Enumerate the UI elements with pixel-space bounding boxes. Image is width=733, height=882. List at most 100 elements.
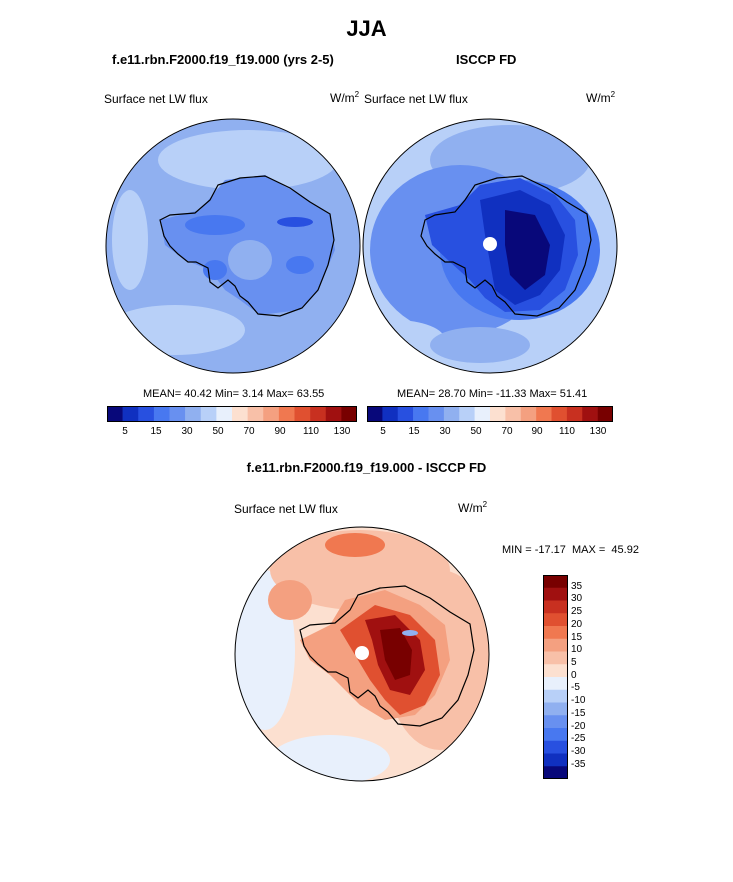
colorbar-swatch xyxy=(543,740,568,754)
diff-cb-tick: 15 xyxy=(571,632,583,643)
colorbar-swatch xyxy=(367,406,383,422)
colorbar-outline xyxy=(543,575,568,779)
right-cb-tick: 70 xyxy=(501,426,513,437)
right-cb-tick: 90 xyxy=(531,426,543,437)
colorbar-swatch xyxy=(382,406,399,422)
colorbar-swatch xyxy=(278,406,295,422)
colorbar-swatch xyxy=(543,575,568,589)
colorbar-swatch xyxy=(543,689,568,703)
diff-cb-tick: 10 xyxy=(571,644,583,655)
colorbar-swatch xyxy=(543,664,568,678)
model-map-border xyxy=(105,118,361,374)
difference-colorbar xyxy=(543,575,568,779)
diff-cb-tick: 35 xyxy=(571,581,583,592)
left-cb-tick: 15 xyxy=(150,426,162,437)
colorbar-swatch xyxy=(474,406,491,422)
colorbar-swatch xyxy=(543,766,568,779)
colorbar-outline xyxy=(107,406,357,422)
difference-variable-label: Surface net LW flux xyxy=(234,502,338,516)
observation-map-border xyxy=(362,118,618,374)
right-stats: MEAN= 28.70 Min= -11.33 Max= 51.41 xyxy=(397,388,588,400)
colorbar-swatch xyxy=(413,406,429,422)
right-cb-tick: 110 xyxy=(559,426,575,437)
colorbar-swatch xyxy=(107,406,123,422)
right-colorbar xyxy=(367,406,613,422)
colorbar-swatch xyxy=(459,406,475,422)
diff-cb-tick: -35 xyxy=(571,759,586,770)
pole-mask-difference xyxy=(355,646,369,660)
colorbar-swatch xyxy=(185,406,202,422)
diff-cb-tick: -25 xyxy=(571,733,586,744)
left-cb-tick: 50 xyxy=(212,426,224,437)
left-cb-tick: 90 xyxy=(274,426,286,437)
main-title: JJA xyxy=(346,16,387,41)
colorbar-swatch xyxy=(543,587,568,601)
diff-cb-tick: 0 xyxy=(571,670,577,681)
left-cb-tick: 70 xyxy=(243,426,255,437)
left-units-label: W/m2 xyxy=(330,90,360,105)
colorbar-swatch xyxy=(169,406,186,422)
right-units-label: W/m2 xyxy=(586,90,616,105)
colorbar-swatch xyxy=(543,600,568,614)
colorbar-swatch xyxy=(138,406,155,422)
colorbar-swatch xyxy=(597,406,613,422)
diff-cb-tick: -20 xyxy=(571,721,586,732)
diff-cb-tick: -5 xyxy=(571,682,580,693)
pole-mask-right xyxy=(483,237,497,251)
colorbar-swatch xyxy=(543,651,568,665)
colorbar-swatch xyxy=(153,406,170,422)
colorbar-swatch xyxy=(520,406,537,422)
diff-cb-tick: 25 xyxy=(571,606,583,617)
colorbar-swatch xyxy=(443,406,460,422)
right-variable-label: Surface net LW flux xyxy=(364,92,468,106)
colorbar-swatch xyxy=(200,406,217,422)
left-colorbar-ticks: 5 15 30 50 70 90 110 130 xyxy=(107,426,357,440)
colorbar-swatch xyxy=(310,406,327,422)
colorbar-swatch xyxy=(397,406,414,422)
colorbar-swatch xyxy=(505,406,522,422)
right-cb-tick: 5 xyxy=(380,426,386,437)
colorbar-swatch xyxy=(543,626,568,640)
left-cb-tick: 30 xyxy=(181,426,193,437)
model-map xyxy=(106,119,360,373)
colorbar-swatch xyxy=(232,406,248,422)
left-cb-tick: 110 xyxy=(303,426,319,437)
left-variable-label: Surface net LW flux xyxy=(104,92,208,106)
diff-cb-tick: 5 xyxy=(571,657,577,668)
diff-cb-tick: -30 xyxy=(571,746,586,757)
left-cb-tick: 5 xyxy=(122,426,128,437)
difference-colorbar-labels: 35 30 25 20 15 10 5 0 -5 -10 -15 -20 -25… xyxy=(571,575,611,779)
diff-cb-tick: 30 xyxy=(571,593,583,604)
colorbar-swatch xyxy=(543,613,568,627)
colorbar-swatch xyxy=(122,406,139,422)
colorbar-swatch xyxy=(216,406,233,422)
difference-map-border xyxy=(234,526,490,782)
colorbar-swatch xyxy=(543,677,568,691)
colorbar-swatch xyxy=(543,702,568,716)
colorbar-swatch xyxy=(543,728,568,742)
colorbar-swatch xyxy=(566,406,583,422)
diff-cb-tick: 20 xyxy=(571,619,583,630)
diff-cb-tick: -15 xyxy=(571,708,586,719)
left-colorbar xyxy=(107,406,357,422)
colorbar-swatch xyxy=(543,715,568,729)
right-colorbar-ticks: 5 15 30 50 70 90 110 130 xyxy=(367,426,613,440)
colorbar-swatch xyxy=(543,753,568,767)
right-cb-tick: 130 xyxy=(589,426,607,437)
difference-units-label: W/m2 xyxy=(458,500,488,515)
diff-cb-tick: -10 xyxy=(571,695,586,706)
right-case-title: ISCCP FD xyxy=(456,52,517,67)
difference-map xyxy=(235,527,489,781)
right-cb-tick: 30 xyxy=(439,426,451,437)
difference-minmax: MIN = -17.17 MAX = 45.92 xyxy=(502,544,639,556)
colorbar-swatch xyxy=(341,406,357,422)
right-cb-tick: 15 xyxy=(408,426,420,437)
left-stats: MEAN= 40.42 Min= 3.14 Max= 63.55 xyxy=(143,388,325,400)
left-cb-tick: 130 xyxy=(333,426,351,437)
colorbar-swatch xyxy=(325,406,342,422)
colorbar-swatch xyxy=(294,406,311,422)
right-cb-tick: 50 xyxy=(470,426,482,437)
difference-title: f.e11.rbn.F2000.f19_f19.000 - ISCCP FD xyxy=(246,460,487,475)
colorbar-swatch xyxy=(551,406,568,422)
